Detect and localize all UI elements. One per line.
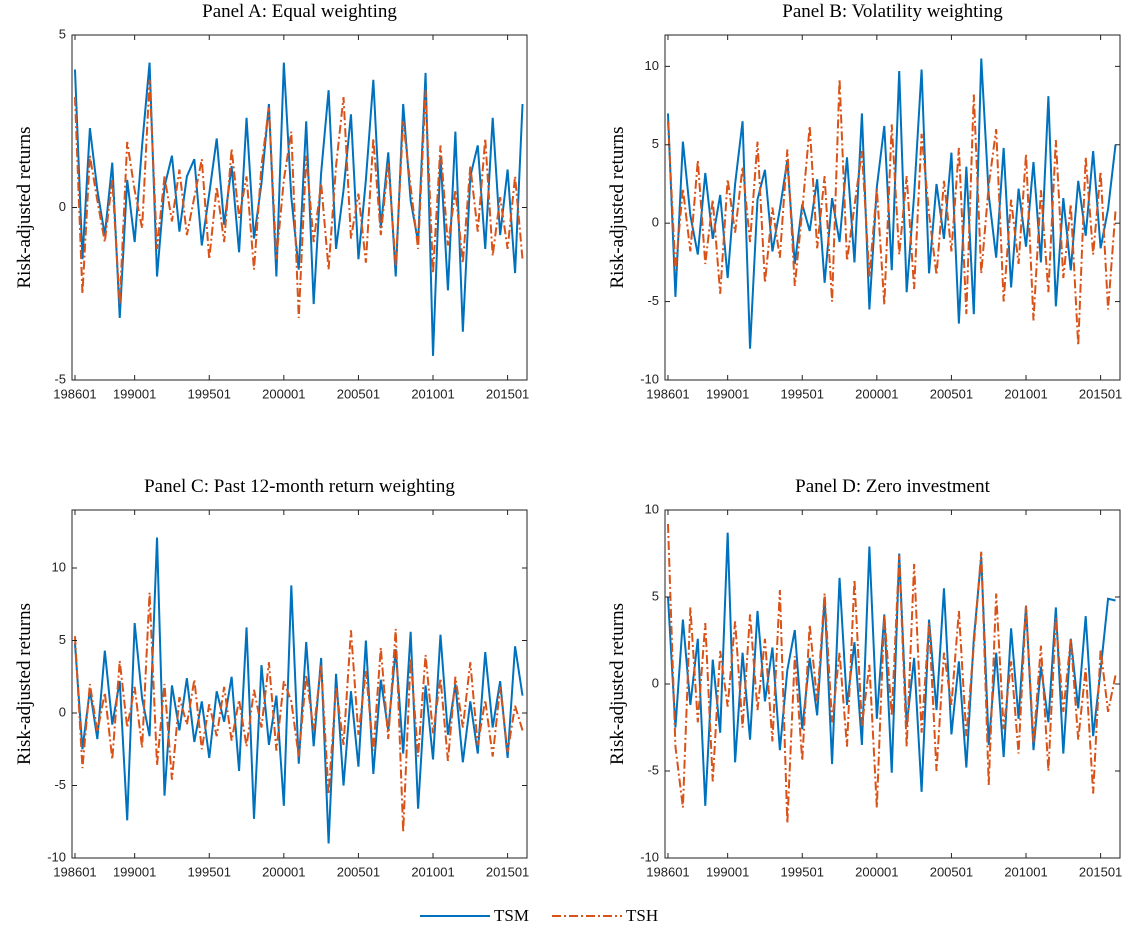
- legend-label: TSM: [494, 906, 529, 925]
- y-tick-label: 10: [645, 501, 659, 516]
- series-line: [73, 537, 524, 844]
- x-tick-label: 199501: [188, 386, 231, 401]
- y-tick-label: 10: [52, 559, 66, 574]
- y-tick-label: -5: [647, 762, 659, 777]
- x-tick-label: 201501: [486, 864, 529, 879]
- x-tick-label: 198601: [53, 386, 96, 401]
- y-tick-label: -5: [54, 777, 66, 792]
- x-tick-label: 199501: [781, 386, 824, 401]
- series-line: [73, 592, 524, 832]
- y-tick-label: -10: [640, 849, 659, 864]
- y-axis-label: Risk-adjusted returns: [14, 126, 35, 288]
- y-axis-label: Risk-adjusted returns: [14, 603, 35, 765]
- panel-title: Panel B: Volatility weighting: [782, 1, 1003, 22]
- x-tick-label: 200501: [930, 386, 973, 401]
- x-tick-label: 198601: [53, 864, 96, 879]
- y-tick-label: 5: [652, 136, 659, 151]
- x-tick-label: 201501: [486, 386, 529, 401]
- y-tick-label: -10: [47, 849, 66, 864]
- x-tick-label: 198601: [646, 386, 689, 401]
- y-tick-label: -5: [647, 293, 659, 308]
- series-line: [666, 78, 1117, 346]
- x-tick-label: 201001: [1004, 386, 1047, 401]
- x-tick-label: 198601: [646, 864, 689, 879]
- x-tick-label: 199001: [113, 864, 156, 879]
- legend-label: TSH: [626, 906, 658, 925]
- panel-title: Panel C: Past 12-month return weighting: [144, 476, 455, 497]
- series-line: [666, 523, 1117, 824]
- x-tick-label: 200501: [337, 864, 380, 879]
- y-tick-label: 5: [59, 26, 66, 41]
- series-line: [666, 532, 1116, 806]
- series-line: [73, 62, 524, 356]
- y-axis-label: Risk-adjusted returns: [607, 126, 628, 288]
- x-tick-label: 199501: [781, 864, 824, 879]
- y-tick-label: 5: [652, 588, 659, 603]
- x-tick-label: 200001: [855, 864, 898, 879]
- y-tick-label: -10: [640, 371, 659, 386]
- x-tick-label: 200001: [262, 864, 305, 879]
- x-tick-label: 199501: [188, 864, 231, 879]
- y-tick-label: -5: [54, 371, 66, 386]
- y-tick-label: 0: [652, 675, 659, 690]
- x-tick-label: 199001: [706, 864, 749, 879]
- series-line: [73, 79, 524, 318]
- x-tick-label: 200001: [855, 386, 898, 401]
- series-line: [666, 58, 1117, 349]
- x-tick-label: 200501: [337, 386, 380, 401]
- x-tick-label: 199001: [706, 386, 749, 401]
- y-tick-label: 5: [59, 632, 66, 647]
- y-tick-label: 10: [645, 58, 659, 73]
- x-tick-label: 201001: [411, 386, 454, 401]
- x-tick-label: 200001: [262, 386, 305, 401]
- plot-frame: [71, 509, 528, 859]
- x-tick-label: 201501: [1079, 864, 1122, 879]
- x-tick-label: 200501: [930, 864, 973, 879]
- y-axis-label: Risk-adjusted returns: [607, 603, 628, 765]
- y-tick-label: 0: [652, 215, 659, 230]
- y-tick-label: 0: [59, 704, 66, 719]
- x-tick-label: 201001: [411, 864, 454, 879]
- y-tick-label: 0: [59, 199, 66, 214]
- x-tick-label: 199001: [113, 386, 156, 401]
- panel-title: Panel D: Zero investment: [795, 476, 990, 497]
- x-tick-label: 201501: [1079, 386, 1122, 401]
- plot-frame: [664, 34, 1121, 381]
- panel-title: Panel A: Equal weighting: [202, 1, 397, 22]
- x-tick-label: 201001: [1004, 864, 1047, 879]
